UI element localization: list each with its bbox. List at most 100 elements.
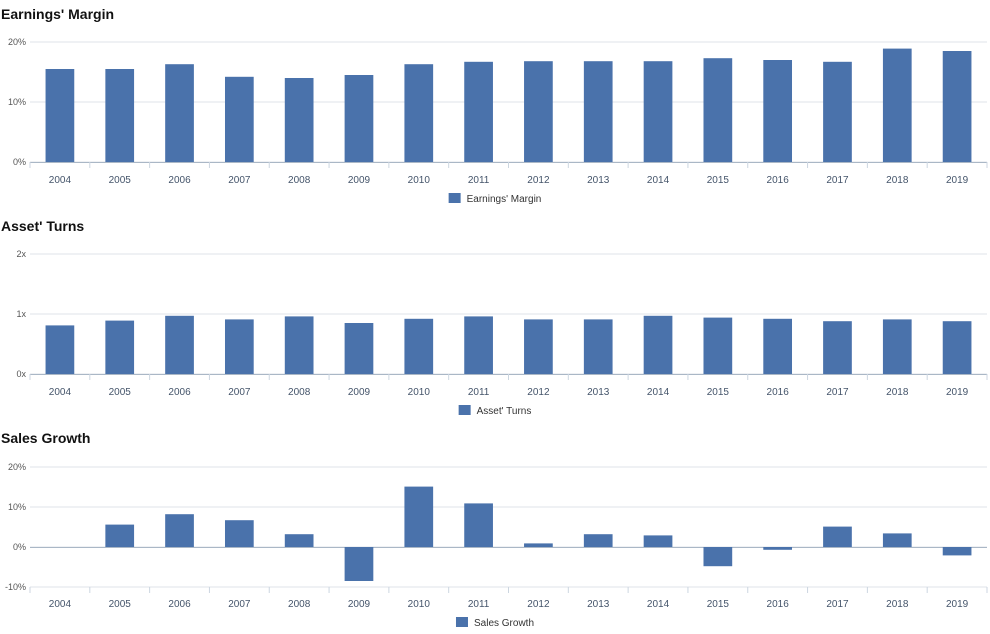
bar-2014 (643, 535, 673, 547)
y-tick-label: 0% (13, 542, 26, 552)
bar-2005 (105, 524, 135, 547)
bar-2018 (882, 533, 912, 547)
x-tick-label: 2019 (946, 387, 969, 398)
x-tick-label: 2007 (228, 387, 251, 398)
bar-2016 (763, 60, 793, 162)
legend-swatch (458, 405, 471, 415)
x-tick-label: 2007 (228, 599, 251, 610)
bar-2017 (823, 321, 852, 374)
legend-swatch (448, 193, 461, 203)
x-tick-label: 2017 (826, 175, 849, 186)
bar-2014 (643, 315, 673, 374)
asset-turns-plot: 0x 1x 2x 2004 2005 2006 2007 2008 2009 2010 2011 20… (16, 249, 988, 417)
bar-2010 (404, 64, 434, 162)
x-tick-label: 2015 (707, 387, 730, 398)
x-tick-label: 2016 (767, 599, 790, 610)
chart-title: Earnings' Margin (1, 6, 115, 22)
bar-2013 (583, 534, 613, 547)
bar-2010 (404, 486, 434, 547)
sales-growth-chart: Sales Growth -10% 0% 10% 20% 2004 2005 2006 200… (0, 430, 990, 634)
earnings-margin-plot: 0% 10% 20% 2004 2005 2006 2007 2008 2009 2010 2011… (8, 37, 988, 205)
bar-2019 (942, 51, 972, 162)
x-tick-label: 2008 (288, 387, 311, 398)
x-tick-label: 2013 (587, 599, 610, 610)
bar-2007 (224, 76, 254, 162)
bar-2013 (583, 61, 613, 163)
bar-2019 (942, 547, 972, 556)
x-tick-label: 2019 (946, 599, 969, 610)
legend-label: Earnings' Margin (467, 194, 542, 205)
asset-turns-chart: Asset' Turns 0x 1x 2x 2004 2005 2006 2007 2008 2… (0, 218, 990, 424)
x-tick-label: 2014 (647, 387, 670, 398)
y-tick-label: 20% (8, 462, 26, 472)
bar-2015 (703, 58, 733, 163)
x-tick-label: 2004 (49, 175, 72, 186)
x-tick-label: 2018 (886, 175, 909, 186)
y-tick-label: 2x (16, 249, 26, 259)
x-tick-label: 2007 (228, 175, 251, 186)
bar-2005 (105, 69, 135, 162)
bar-2007 (224, 520, 254, 547)
x-tick-label: 2016 (767, 175, 790, 186)
bar-2017 (823, 61, 852, 162)
x-tick-label: 2004 (49, 599, 72, 610)
x-tick-label: 2004 (49, 387, 72, 398)
x-tick-label: 2011 (468, 387, 490, 398)
bar-2016 (763, 547, 793, 550)
x-tick-label: 2009 (348, 599, 371, 610)
x-tick-label: 2012 (527, 599, 550, 610)
bar-2008 (284, 534, 314, 547)
bar-2018 (882, 48, 912, 162)
bar-2015 (703, 317, 733, 374)
bar-2006 (165, 64, 194, 162)
x-tick-label: 2015 (707, 175, 730, 186)
bar-2013 (583, 319, 613, 374)
x-tick-label: 2012 (527, 175, 550, 186)
bar-2008 (284, 316, 314, 374)
x-tick-label: 2010 (408, 387, 431, 398)
x-tick-label: 2009 (348, 175, 371, 186)
x-tick-label: 2008 (288, 175, 311, 186)
x-tick-label: 2018 (886, 387, 909, 398)
x-tick-label: 2005 (109, 387, 132, 398)
x-tick-label: 2015 (707, 599, 730, 610)
bar-2019 (942, 321, 972, 374)
x-tick-label: 2013 (587, 175, 610, 186)
x-tick-label: 2016 (767, 387, 790, 398)
x-tick-label: 2017 (826, 599, 849, 610)
x-tick-label: 2017 (826, 387, 849, 398)
y-tick-label: 1x (16, 309, 26, 319)
chart-title: Asset' Turns (1, 218, 85, 234)
x-tick-label: 2014 (647, 175, 670, 186)
x-tick-label: 2018 (886, 599, 909, 610)
bar-2015 (703, 547, 733, 567)
x-tick-label: 2013 (587, 387, 610, 398)
bar-2012 (524, 61, 553, 163)
legend-swatch (455, 617, 468, 627)
x-tick-label: 2006 (168, 175, 191, 186)
x-tick-label: 2014 (647, 599, 670, 610)
bar-2004 (45, 69, 75, 162)
x-tick-label: 2006 (168, 387, 191, 398)
bar-2012 (524, 543, 553, 547)
bar-2009 (344, 75, 374, 162)
x-tick-label: 2005 (109, 175, 132, 186)
bar-2009 (344, 323, 374, 374)
y-tick-label: -10% (5, 582, 26, 592)
x-tick-label: 2010 (408, 175, 431, 186)
bar-2007 (224, 319, 254, 374)
x-tick-label: 2008 (288, 599, 311, 610)
bar-2014 (643, 61, 673, 163)
x-tick-label: 2012 (527, 387, 550, 398)
bar-2012 (524, 319, 553, 374)
legend-label: Sales Growth (474, 618, 534, 629)
bar-2011 (464, 61, 493, 162)
bar-2011 (464, 316, 493, 374)
bar-2008 (284, 78, 314, 162)
x-tick-label: 2010 (408, 599, 431, 610)
bar-2011 (464, 503, 493, 547)
bar-2018 (882, 319, 912, 374)
x-tick-label: 2006 (168, 599, 191, 610)
y-tick-label: 20% (8, 37, 26, 47)
bar-2005 (105, 320, 135, 374)
